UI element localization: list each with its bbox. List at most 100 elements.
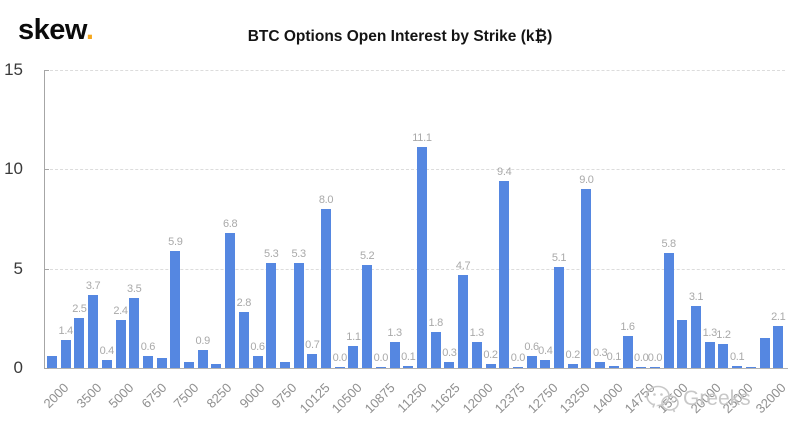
y-tick-label: 15 <box>4 60 23 79</box>
bar-value-label: 5.3 <box>264 247 279 260</box>
bar-value-label: 0.0 <box>647 351 663 364</box>
bar-value-label: 2.8 <box>236 297 252 310</box>
bar <box>554 266 565 368</box>
bar <box>581 189 592 368</box>
bar <box>403 366 414 368</box>
bar <box>60 340 71 368</box>
x-tick-label: 8250 <box>203 380 235 412</box>
bar <box>499 181 510 368</box>
bar <box>238 312 249 368</box>
bar-value-label: 5.9 <box>168 235 183 248</box>
bar <box>417 147 427 368</box>
x-tick-label: 11625 <box>427 380 463 416</box>
x-tick-label: 13250 <box>556 380 594 417</box>
bar-value-label: 2.4 <box>113 305 128 318</box>
bar <box>512 366 523 368</box>
bar <box>211 364 222 368</box>
bar-value-label: 0.1 <box>729 351 745 364</box>
bar <box>88 294 99 368</box>
x-tick-label: 32000 <box>752 380 789 417</box>
bar <box>718 344 729 368</box>
bar <box>375 366 386 368</box>
bar-value-label: 0.0 <box>510 351 526 364</box>
bar <box>636 366 647 368</box>
bar <box>759 338 770 368</box>
bar <box>595 362 606 368</box>
x-tick-label: 10500 <box>328 380 365 417</box>
bar-value-label: 0.1 <box>401 351 416 364</box>
bar <box>156 358 167 368</box>
bar <box>348 346 359 368</box>
bar-value-label: 3.7 <box>85 279 101 292</box>
bar-value-label: 0.3 <box>442 347 457 360</box>
bar-value-label: 5.1 <box>551 251 567 264</box>
skew-logo: skew. <box>18 14 94 47</box>
bar <box>485 364 496 368</box>
x-tick-label: 10125 <box>296 380 333 417</box>
chart-title: BTC Options Open Interest by Strike (k₿) <box>247 28 553 45</box>
gridline-y-5 <box>45 268 785 270</box>
bar-value-label: 1.8 <box>428 317 444 330</box>
bar-value-label: 0.7 <box>305 339 320 352</box>
bar <box>691 306 702 368</box>
bar-value-label: 0.2 <box>565 349 581 362</box>
y-axis-line <box>44 70 45 368</box>
x-tick-label: 5000 <box>105 380 137 412</box>
bar-value-label: 4.7 <box>455 259 471 272</box>
bar <box>184 362 195 368</box>
x-tick-label: 14000 <box>589 380 626 417</box>
bar <box>540 360 551 368</box>
bar-value-label: 5.3 <box>291 247 306 260</box>
bar <box>321 209 332 368</box>
bar-value-label: 2.1 <box>771 311 786 324</box>
bar-value-label: 0.4 <box>538 345 553 358</box>
bar-value-label: 9.0 <box>579 174 594 187</box>
bar <box>170 250 181 368</box>
bar-value-label: 0.0 <box>634 351 649 364</box>
bar <box>389 342 400 368</box>
bar-value-label: 1.1 <box>346 331 361 344</box>
bar-value-label: 5.2 <box>359 249 375 262</box>
bar <box>362 264 373 368</box>
bar <box>745 366 756 368</box>
bar <box>225 232 236 368</box>
bar <box>526 356 537 368</box>
bar <box>142 356 153 368</box>
bar-value-label: 0.0 <box>332 351 348 364</box>
wechat-watermark: Greeks <box>645 384 751 414</box>
x-tick-label: 12750 <box>524 380 561 417</box>
y-tick-mark <box>44 70 49 71</box>
bar-value-label: 6.8 <box>222 217 238 230</box>
bar <box>307 354 318 368</box>
x-tick-label: 6750 <box>138 380 170 412</box>
x-tick-label: 9000 <box>236 380 268 412</box>
y-tick-mark <box>44 169 49 171</box>
x-tick-label: 10875 <box>361 380 398 417</box>
bar <box>567 364 578 368</box>
bar <box>47 356 57 368</box>
x-tick-label: 7500 <box>170 380 202 412</box>
bar-value-label: 1.3 <box>702 327 718 340</box>
bar-value-label: 5.8 <box>661 237 676 250</box>
bar <box>266 262 277 368</box>
bar-value-label: 0.6 <box>250 341 265 354</box>
bar-value-label: 9.4 <box>497 166 512 179</box>
x-axis-line <box>44 368 788 369</box>
x-tick-label: 3500 <box>73 380 105 412</box>
bar <box>471 342 482 368</box>
bar <box>677 320 688 368</box>
bar-value-label: 0.2 <box>483 349 498 362</box>
watermark-text: Greeks <box>683 387 751 410</box>
bar-value-label: 3.5 <box>127 283 142 296</box>
x-tick-label: 9750 <box>268 380 300 412</box>
bar-chart-plot-area: 0 5 10 15 1.4 2.5 3.7 0.4 2.4 3.5 0.6 5.9 0.9 6.8 2.8 0… <box>4 60 789 416</box>
bar <box>608 366 619 368</box>
y-tick-label: 5 <box>13 258 23 278</box>
bar <box>252 356 263 368</box>
bar-value-label: 3.1 <box>688 291 704 304</box>
bar-value-label: 1.6 <box>620 321 635 334</box>
bar-value-label: 1.3 <box>387 327 402 340</box>
bar-value-label: 0.0 <box>373 351 389 364</box>
bar <box>129 298 140 368</box>
bar <box>622 336 633 368</box>
